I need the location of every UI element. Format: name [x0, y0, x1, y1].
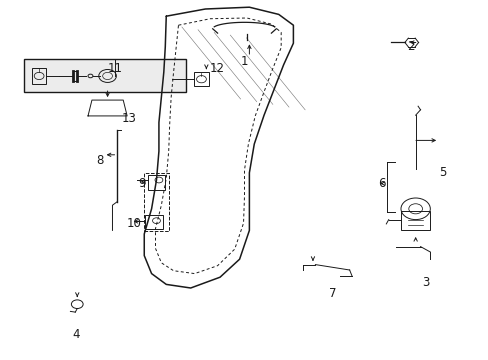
Bar — [145, 215, 163, 229]
Bar — [400, 211, 429, 230]
Text: 8: 8 — [96, 154, 104, 167]
Text: 5: 5 — [438, 166, 446, 179]
Bar — [32, 68, 46, 84]
Text: 4: 4 — [72, 328, 80, 341]
Text: 13: 13 — [122, 112, 137, 125]
Bar — [194, 72, 208, 86]
Bar — [24, 59, 185, 92]
Bar — [144, 173, 168, 231]
Text: 9: 9 — [138, 177, 145, 190]
Text: 12: 12 — [210, 62, 224, 75]
Text: 6: 6 — [377, 177, 385, 190]
Text: 11: 11 — [107, 62, 122, 75]
Bar — [147, 175, 165, 190]
Text: 2: 2 — [406, 40, 414, 53]
Text: 7: 7 — [328, 287, 336, 300]
Text: 3: 3 — [421, 276, 428, 289]
Text: 1: 1 — [240, 55, 248, 68]
Text: 10: 10 — [127, 217, 142, 230]
